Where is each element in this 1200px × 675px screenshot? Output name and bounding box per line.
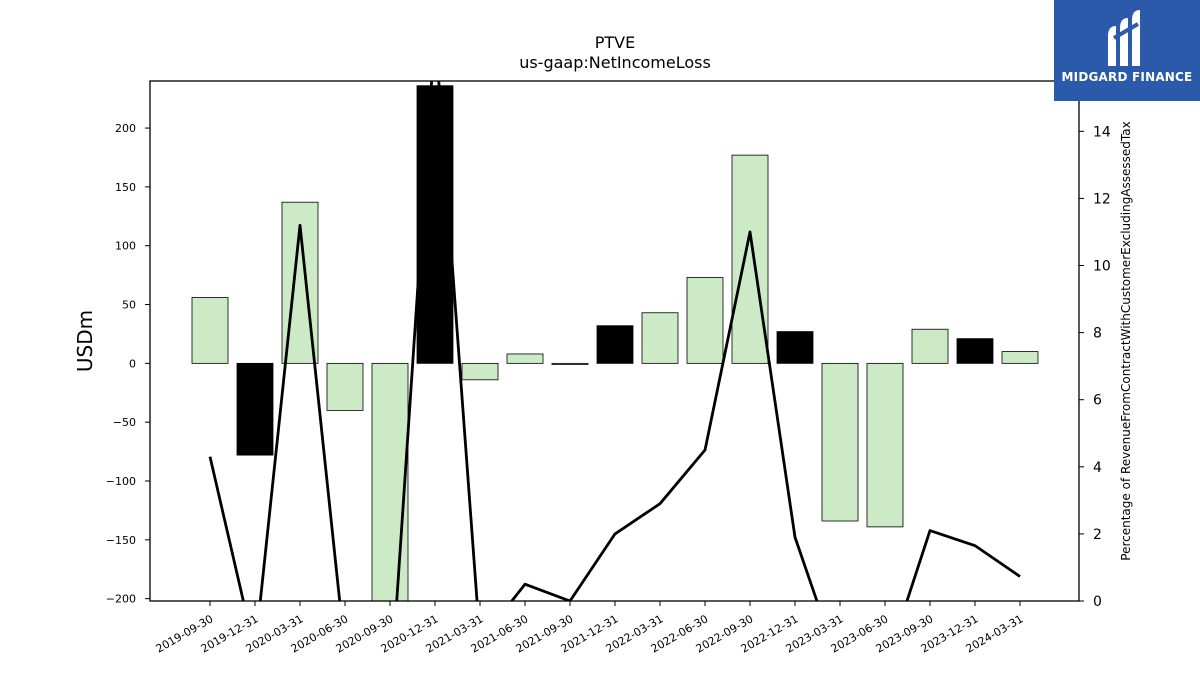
bar-2023-06-30 — [866, 362, 904, 528]
bar-2021-06-30 — [506, 353, 544, 364]
y-axis-label: USDm — [73, 310, 97, 372]
bar-2019-12-31 — [236, 362, 274, 456]
y-tick-label: −150 — [106, 534, 136, 547]
bar-2022-09-30 — [731, 154, 769, 364]
y-tick-label: −50 — [113, 416, 136, 429]
bar-2020-09-30 — [371, 362, 409, 601]
bar-2019-09-30 — [191, 297, 229, 364]
bar-2022-03-31 — [641, 312, 679, 364]
y2-tick-label: 14 — [1093, 124, 1111, 140]
y-tick-label: −100 — [106, 475, 136, 488]
bar-2020-06-30 — [326, 362, 364, 411]
bar-2021-09-30 — [551, 362, 589, 365]
right-axis: 14 12 10 8 6 4 2 0 — [1079, 124, 1111, 610]
y2-tick-label: 0 — [1093, 594, 1102, 610]
y2-tick-label: 8 — [1093, 326, 1102, 342]
chart-title: PTVE — [595, 33, 635, 52]
bar-2022-12-31 — [776, 331, 814, 364]
y-tick-label: 0 — [129, 357, 136, 370]
y-tick-label: 150 — [115, 181, 136, 194]
y-tick-label: 50 — [122, 299, 136, 312]
y2-tick-label: 10 — [1093, 259, 1111, 275]
y-tick-label: 100 — [115, 240, 136, 253]
y-tick-label: 200 — [115, 122, 136, 135]
logo-mark-icon — [1108, 10, 1140, 66]
x-axis: 2019-09-302019-12-312020-03-312020-06-30… — [154, 601, 1026, 656]
bar-2023-09-30 — [911, 328, 949, 364]
bar-2021-03-31 — [461, 362, 499, 381]
y2-tick-label: 2 — [1093, 527, 1102, 543]
y2-tick-label: 12 — [1093, 191, 1111, 207]
y2-tick-label: 4 — [1093, 460, 1102, 476]
bars-layer — [191, 85, 1039, 601]
left-axis: 200 150 100 50 0 −50 −100 −150 −200 — [106, 122, 150, 606]
line-layer — [208, 81, 1021, 601]
brand-name: MIDGARD FINANCE — [1061, 70, 1193, 84]
bar-2021-12-31 — [596, 325, 634, 364]
bar-2023-12-31 — [956, 338, 994, 364]
chart-subtitle: us-gaap:NetIncomeLoss — [519, 53, 711, 72]
bar-2023-03-31 — [821, 362, 859, 522]
y2-axis-label: Percentage of RevenueFromContractWithCus… — [1119, 121, 1133, 560]
bar-2024-03-31 — [1001, 351, 1039, 364]
y2-tick-label: 6 — [1093, 393, 1102, 409]
brand-logo: MIDGARD FINANCE — [1054, 0, 1200, 101]
bar-2022-06-30 — [686, 277, 724, 364]
y-tick-label: −200 — [106, 593, 136, 606]
